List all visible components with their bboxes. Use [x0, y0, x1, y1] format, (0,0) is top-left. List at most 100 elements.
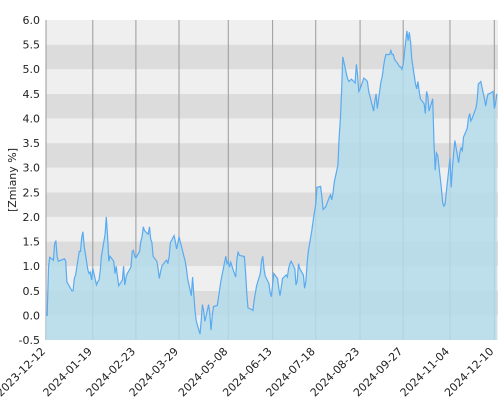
data-point	[118, 285, 119, 286]
data-point	[323, 209, 324, 210]
y-tick-label: 3.0	[23, 162, 41, 175]
data-point	[372, 106, 373, 107]
data-point	[151, 242, 152, 243]
data-point	[314, 211, 315, 212]
data-point	[108, 261, 109, 262]
data-point	[199, 334, 200, 335]
data-point	[101, 256, 102, 257]
data-point	[313, 219, 314, 220]
data-point	[351, 79, 352, 80]
data-point	[58, 261, 59, 262]
data-point	[347, 79, 348, 80]
data-point	[304, 288, 305, 289]
data-point	[254, 300, 255, 301]
data-point	[472, 118, 473, 119]
data-point	[436, 152, 437, 153]
data-point	[278, 288, 279, 289]
data-point	[288, 268, 289, 269]
data-point	[140, 241, 141, 242]
data-point	[495, 103, 496, 104]
data-point	[325, 207, 326, 208]
data-point	[364, 79, 365, 80]
y-tick-label: 4.0	[23, 112, 41, 125]
data-point	[459, 152, 460, 153]
data-point	[297, 280, 298, 281]
grid-band	[46, 20, 498, 45]
data-point	[281, 288, 282, 289]
x-tick-labels: 2023-12-122024-01-192024-02-232024-03-29…	[0, 345, 496, 399]
data-point	[385, 54, 386, 55]
data-point	[339, 138, 340, 139]
data-point	[462, 150, 463, 151]
data-point	[71, 290, 72, 291]
data-point	[454, 140, 455, 141]
data-point	[144, 230, 145, 231]
data-point	[416, 88, 417, 89]
data-point	[363, 78, 364, 79]
data-point	[191, 295, 192, 296]
data-point	[316, 187, 317, 188]
data-point	[228, 261, 229, 262]
data-point	[271, 296, 272, 297]
data-point	[167, 263, 168, 264]
y-tick-label: -0.5	[19, 334, 40, 347]
data-point	[415, 83, 416, 84]
data-point	[467, 128, 468, 129]
data-point	[419, 91, 420, 92]
data-point	[79, 251, 80, 252]
data-point	[420, 98, 421, 99]
data-point	[452, 167, 453, 168]
data-point	[239, 255, 240, 256]
data-point	[213, 306, 214, 307]
data-point	[132, 251, 133, 252]
data-point	[218, 298, 219, 299]
data-point	[53, 260, 54, 261]
data-point	[74, 278, 75, 279]
data-point	[480, 81, 481, 82]
data-point	[208, 304, 209, 305]
data-point	[458, 162, 459, 163]
data-point	[90, 272, 91, 273]
data-point	[488, 93, 489, 94]
data-point	[149, 226, 150, 227]
y-tick-label: 3.5	[23, 137, 41, 150]
data-point	[80, 251, 81, 252]
data-point	[358, 91, 359, 92]
data-point	[479, 82, 480, 83]
data-point	[123, 266, 124, 267]
data-point	[193, 294, 194, 295]
data-point	[169, 256, 170, 257]
y-tick-label: 5.5	[23, 39, 41, 52]
data-point	[294, 268, 295, 269]
y-tick-label: 1.0	[23, 260, 41, 273]
data-point	[463, 137, 464, 138]
data-point	[178, 236, 179, 237]
data-point	[96, 284, 97, 285]
data-point	[417, 81, 418, 82]
data-point	[217, 305, 218, 306]
data-point	[390, 50, 391, 51]
data-point	[55, 240, 56, 241]
data-point	[384, 59, 385, 60]
data-point	[303, 274, 304, 275]
data-point	[235, 276, 236, 277]
data-point	[139, 251, 140, 252]
data-point	[148, 234, 149, 235]
data-point	[442, 202, 443, 203]
data-point	[298, 263, 299, 264]
data-point	[453, 152, 454, 153]
data-point	[263, 268, 264, 269]
data-point	[91, 279, 92, 280]
data-point	[366, 80, 367, 81]
data-point	[246, 293, 247, 294]
data-point	[204, 321, 205, 322]
data-point	[374, 101, 375, 102]
data-point	[122, 279, 123, 280]
data-point	[427, 96, 428, 97]
data-point	[268, 283, 269, 284]
data-point	[49, 257, 50, 258]
data-point	[406, 30, 407, 31]
data-point	[399, 66, 400, 67]
data-point	[307, 263, 308, 264]
